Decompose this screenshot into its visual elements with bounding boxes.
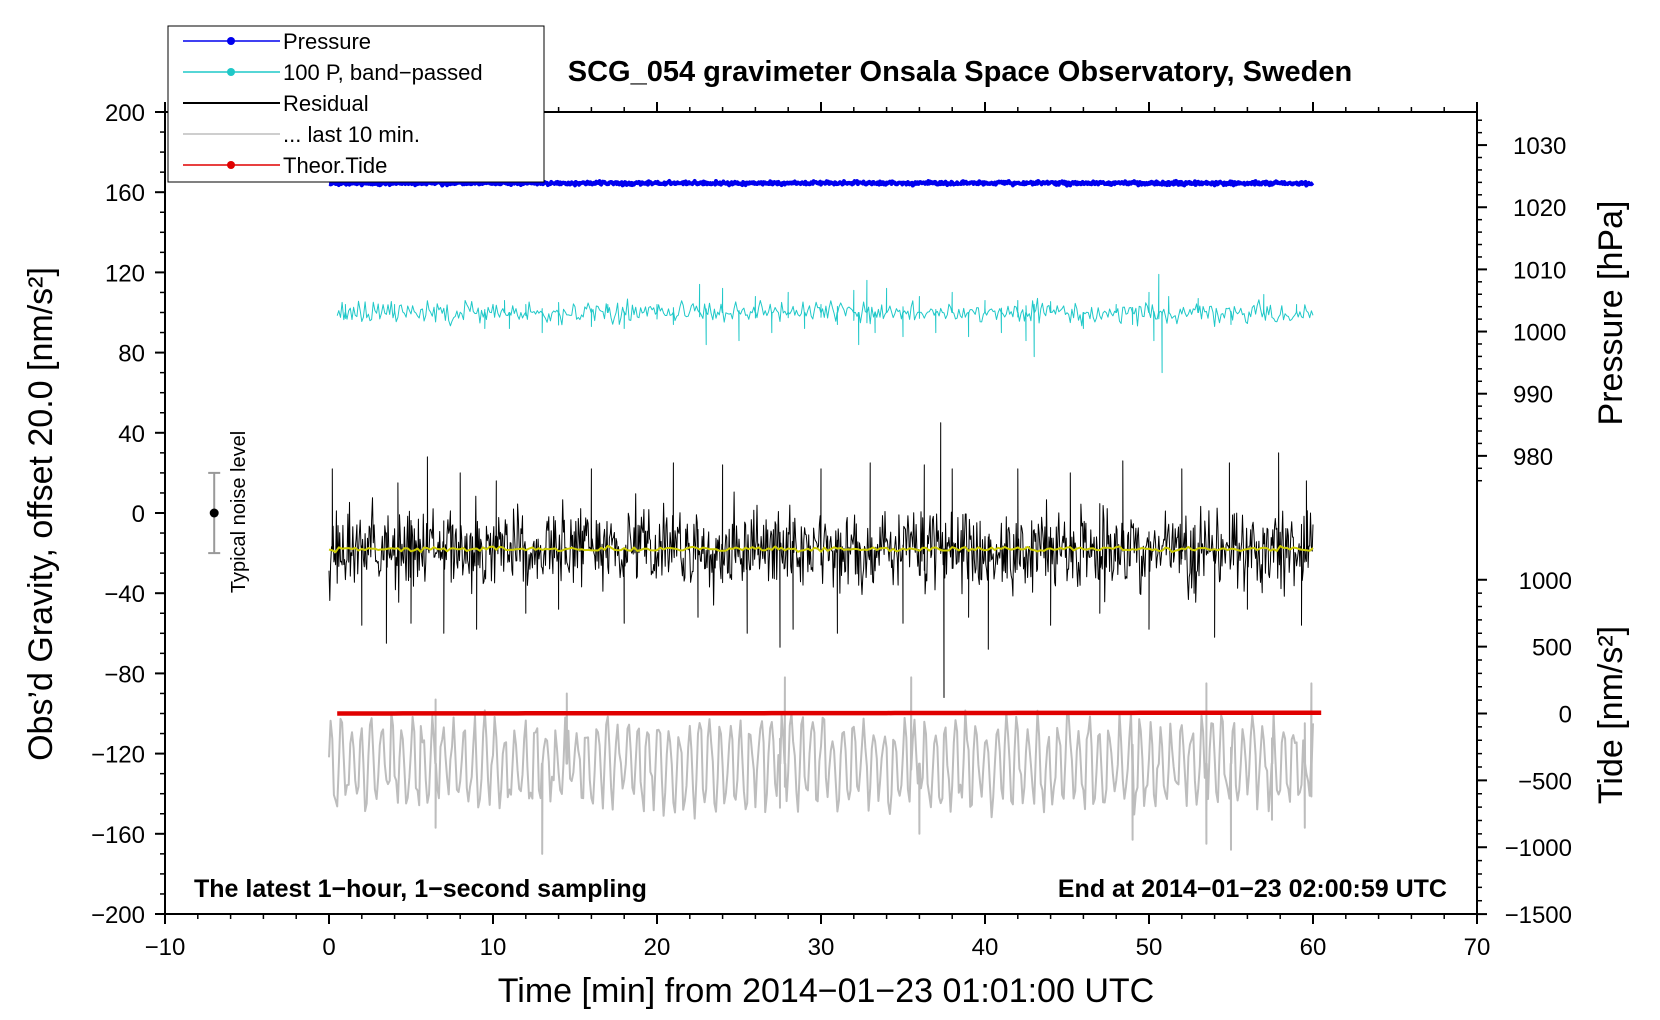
pressure-tick-label: 1000 bbox=[1513, 320, 1566, 347]
pressure-tick-label: 990 bbox=[1513, 382, 1553, 409]
x-tick-label: 20 bbox=[644, 934, 671, 961]
annotation-sampling: The latest 1−hour, 1−second sampling bbox=[194, 875, 647, 903]
legend-label: Residual bbox=[283, 91, 369, 116]
x-tick-label: −10 bbox=[145, 934, 186, 961]
noise-bar-dot bbox=[209, 508, 219, 518]
tide-tick-label: −1500 bbox=[1505, 902, 1572, 929]
y-tick-label: −160 bbox=[91, 822, 145, 849]
tide-tick-label: 500 bbox=[1532, 635, 1572, 662]
legend-label: Theor.Tide bbox=[283, 153, 387, 178]
series-100-p-band-passed bbox=[336, 273, 1314, 374]
tide-tick-label: −1000 bbox=[1505, 835, 1572, 862]
annotation-end-time: End at 2014−01−23 02:00:59 UTC bbox=[1058, 875, 1447, 903]
y-tick-label: 160 bbox=[105, 180, 145, 207]
y-tick-label: 0 bbox=[132, 501, 145, 528]
pressure-tick-label: 980 bbox=[1513, 444, 1553, 471]
series-residual bbox=[328, 422, 1314, 698]
y-tick-label: 80 bbox=[118, 341, 145, 368]
y-tick-label: 40 bbox=[118, 421, 145, 448]
noise-level-label: Typical noise level bbox=[228, 431, 250, 593]
y-tick-label: −40 bbox=[104, 581, 145, 608]
legend: Pressure 100 P, band−passed Residual ... la… bbox=[167, 25, 545, 183]
series-pressure bbox=[327, 178, 1315, 188]
ticks-layer: −10 0 10 20 30 40 50 60 70−200−160−120−80−400408… bbox=[91, 100, 1572, 961]
pressure-tick-label: 1010 bbox=[1513, 257, 1566, 284]
legend-marker bbox=[227, 68, 235, 76]
noise-level-indicator bbox=[208, 471, 221, 555]
x-tick-label: 40 bbox=[972, 934, 999, 961]
y-tick-label: −120 bbox=[91, 742, 145, 769]
pressure-tick-label: 1020 bbox=[1513, 195, 1566, 222]
series-layer bbox=[327, 178, 1322, 855]
legend-label: 100 P, band−passed bbox=[283, 60, 483, 85]
y-axis-label-pressure: Pressure [hPa] bbox=[1592, 201, 1630, 426]
x-tick-label: 50 bbox=[1136, 934, 1163, 961]
legend-marker bbox=[227, 161, 235, 169]
y-tick-label: −80 bbox=[104, 661, 145, 688]
y-tick-label: 200 bbox=[105, 100, 145, 127]
series-theor-tide bbox=[337, 710, 1322, 716]
tide-tick-label: 1000 bbox=[1519, 568, 1572, 595]
x-axis-label: Time [min] from 2014−01−23 01:01:00 UTC bbox=[498, 972, 1154, 1010]
y-tick-label: 120 bbox=[105, 260, 145, 287]
x-tick-label: 0 bbox=[322, 934, 335, 961]
series-residual-smoothed bbox=[328, 544, 1314, 553]
x-tick-label: 70 bbox=[1464, 934, 1491, 961]
tide-tick-label: −500 bbox=[1518, 768, 1572, 795]
y-tick-label: −200 bbox=[91, 902, 145, 929]
x-tick-label: 60 bbox=[1300, 934, 1327, 961]
legend-label: ... last 10 min. bbox=[283, 122, 420, 147]
legend-marker bbox=[227, 37, 235, 45]
series-last-10-min bbox=[328, 676, 1314, 855]
y-axis-label-tide: Tide [nm/s²] bbox=[1592, 626, 1630, 804]
x-tick-label: 10 bbox=[480, 934, 507, 961]
x-tick-label: 30 bbox=[808, 934, 835, 961]
pressure-tick-label: 1030 bbox=[1513, 133, 1566, 160]
legend-label: Pressure bbox=[283, 29, 371, 54]
y-axis-label-left: Obs’d Gravity, offset 20.0 [nm/s²] bbox=[22, 267, 60, 761]
chart-title: SCG_054 gravimeter Onsala Space Observat… bbox=[568, 56, 1352, 88]
tide-tick-label: 0 bbox=[1559, 702, 1572, 729]
